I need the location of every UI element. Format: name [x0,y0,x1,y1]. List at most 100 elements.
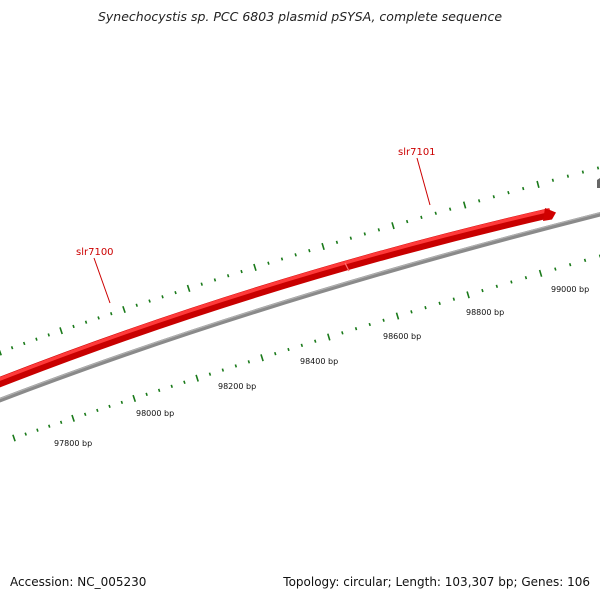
gene-label-text: slr7101 [398,147,436,158]
track-tick [240,269,243,274]
track-tick [377,228,381,232]
scale-tick-label: 98600 bp [383,332,421,341]
track-tick [349,236,353,240]
track-tick [410,310,413,314]
track-tick [294,253,297,257]
track-tick [35,337,38,341]
track-tick [583,258,587,263]
track-tick [195,374,199,382]
track-tick [452,297,456,301]
track-tick [267,261,270,265]
map-title: Synechocystis sp. PCC 6803 plasmid pSYSA… [97,9,503,24]
track-tick [420,215,423,220]
feature-marker-right [597,178,600,188]
track-tick [391,222,395,230]
scale-tick-label: 98400 bp [300,357,338,366]
lower-dotted-track [12,254,600,442]
track-tick [395,312,400,320]
track-tick [510,280,513,284]
track-tick [280,257,284,261]
track-tick [524,276,528,280]
track-tick [47,333,50,337]
track-tick [568,263,572,267]
track-tick [226,274,230,278]
track-tick [314,339,317,343]
track-tick [581,170,585,174]
scale-tick-label: 99000 bp [551,285,589,294]
gene-boundary [344,262,350,272]
track-tick [96,408,99,413]
track-tick [538,269,543,277]
track-tick [186,284,191,292]
accession-label: Accession: NC_005230 [10,575,147,589]
track-tick [48,424,51,428]
sequence-backbone-highlight [0,212,600,400]
track-tick [200,282,203,286]
track-tick [183,380,186,384]
track-tick [492,195,495,199]
track-tick [84,320,88,324]
track-tick [405,219,409,224]
track-tick [308,248,311,253]
track-tick [12,434,16,442]
scale-labels: 97800 bp 98000 bp 98200 bp 98400 bp 9860… [54,285,589,448]
track-tick [554,267,557,271]
scale-tick-label: 98000 bp [136,409,174,418]
track-tick [462,201,467,209]
track-tick [22,341,26,346]
track-tick [260,354,264,362]
track-tick [368,322,371,327]
track-tick [434,211,437,215]
track-tick [120,400,124,405]
track-tick [522,186,525,191]
track-tick [448,207,452,211]
track-tick [327,333,331,341]
track-tick [161,295,164,299]
scale-tick-label: 98800 bp [466,308,504,317]
track-tick [83,412,87,417]
gene-label-text: slr7100 [76,247,114,258]
track-tick [481,288,484,293]
track-tick [170,384,173,388]
track-tick [341,331,344,335]
upper-dotted-track [0,166,600,356]
gene-arrow-head [543,208,556,221]
track-tick [300,343,304,348]
track-tick [72,324,75,329]
track-tick [424,305,427,310]
track-tick [0,349,2,356]
track-tick [135,303,138,307]
track-tick [287,347,290,352]
map-summary-label: Topology: circular; Length: 103,307 bp; … [283,575,590,589]
gene-label-slr7101[interactable]: slr7101 [398,147,436,206]
track-tick [157,388,161,393]
track-tick [363,232,366,236]
track-tick [253,263,257,271]
track-tick [97,316,100,320]
track-tick [59,327,63,335]
track-tick [234,364,238,368]
gene-label-slr7100[interactable]: slr7100 [76,247,114,304]
track-tick [145,392,148,397]
track-tick [208,372,212,376]
track-tick [438,301,441,306]
gene-arrow-slr7101[interactable] [0,208,556,388]
track-tick [507,190,510,195]
track-tick [382,318,385,322]
track-tick [10,346,14,350]
scale-tick-label: 97800 bp [54,439,92,448]
track-tick [335,240,339,244]
track-tick [148,299,151,303]
track-tick [596,166,600,170]
track-tick [495,284,499,288]
track-tick [36,428,39,432]
gene-label-leader-line [93,257,111,304]
track-tick [566,174,570,178]
track-tick [466,291,470,299]
gene-label-leader-line [416,157,431,206]
track-tick [24,432,27,436]
track-tick [108,404,111,409]
track-tick [536,180,540,189]
